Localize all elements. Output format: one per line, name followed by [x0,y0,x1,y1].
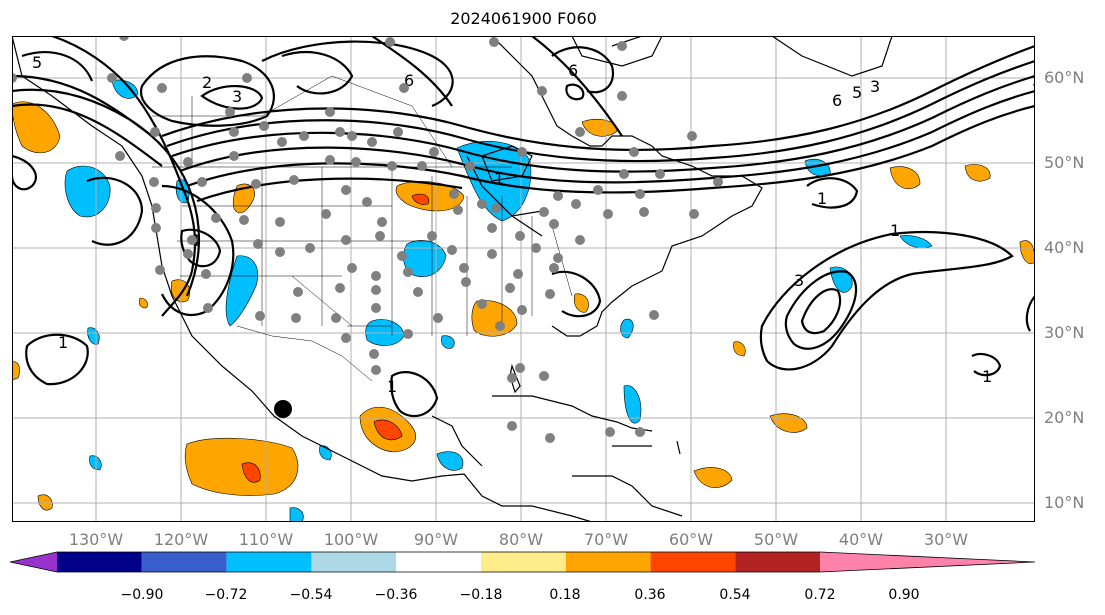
colorbar-tick-label: 0.54 [719,587,751,603]
lat-label: 10°N [1044,493,1085,512]
colorbar-segment [735,552,821,572]
colorbar-segment [481,552,566,572]
contour-label: 1 [387,377,397,396]
contour-label: 6 [568,61,578,80]
contour-label: 3 [1032,71,1035,90]
contour-label: 1 [982,367,992,386]
lat-label: 20°N [1044,408,1085,427]
coastlines [12,36,893,522]
contour-label: 5 [32,53,42,72]
contour-label: 1 [494,169,504,188]
contour-label: 3 [794,271,804,290]
colorbar-tick-label: −0.36 [374,587,418,603]
colorbar-segment [141,552,227,572]
lon-label: 130°W [68,530,124,549]
lon-label: 70°W [583,530,629,549]
contour-label: 6 [832,91,842,110]
lat-label: 30°N [1044,323,1085,342]
forecast-map: 5 2 3 6 6 3 6 5 3 4 1 1 1 3 1 1 1 [12,36,1035,522]
highlight-station-dot [274,400,292,418]
map-title: 2024061900 F060 [450,9,597,28]
contour-label: 3 [232,87,242,106]
contour-label: 5 [852,83,862,102]
contour-label: 1 [58,333,68,352]
contour-label: 3 [870,77,880,96]
colorbar-tick-label: 0.36 [634,587,666,603]
colorbar-outline [10,551,1036,573]
colorbar-tick-label: 0.72 [804,587,836,603]
colorbar-tick-label: −0.54 [289,587,333,603]
contour-label: 6 [404,71,414,90]
lon-label: 50°W [753,530,799,549]
lat-label: 60°N [1044,68,1085,87]
colorbar-segment [396,552,481,572]
colorbar-segment [565,552,651,572]
lat-label: 40°N [1044,238,1085,257]
lon-label: 110°W [238,530,294,549]
colorbar-segment [650,552,736,572]
contour-label: 1 [890,221,900,240]
colorbar-segment [57,552,142,572]
colorbar-tick-label: −0.72 [204,587,248,603]
lon-label: 30°W [923,530,969,549]
colorbar-extend-high [820,552,1035,572]
colorbar-tick-label: 0.18 [549,587,581,603]
contour-label: 1 [817,189,827,208]
lon-label: 120°W [153,530,209,549]
contour-lines [12,36,1035,418]
shaded-anomaly-fields [12,79,1035,522]
station-dots [12,36,723,443]
colorbar-tick-label: 0.90 [888,587,920,603]
graticule-lines [12,36,1035,522]
lon-label: 80°W [498,530,544,549]
colorbar-tick-label: −0.18 [459,587,503,603]
colorbar-segment [226,552,312,572]
colorbar-tick-label: −0.90 [120,587,164,603]
colorbar-extend-low [10,552,57,572]
lat-label: 50°N [1044,153,1085,172]
contour-label: 2 [202,73,212,92]
lon-label: 100°W [323,530,379,549]
lon-label: 40°W [838,530,884,549]
colorbar [10,551,1036,573]
lon-label: 90°W [413,530,459,549]
colorbar-segment [311,552,397,572]
lon-label: 60°W [668,530,714,549]
